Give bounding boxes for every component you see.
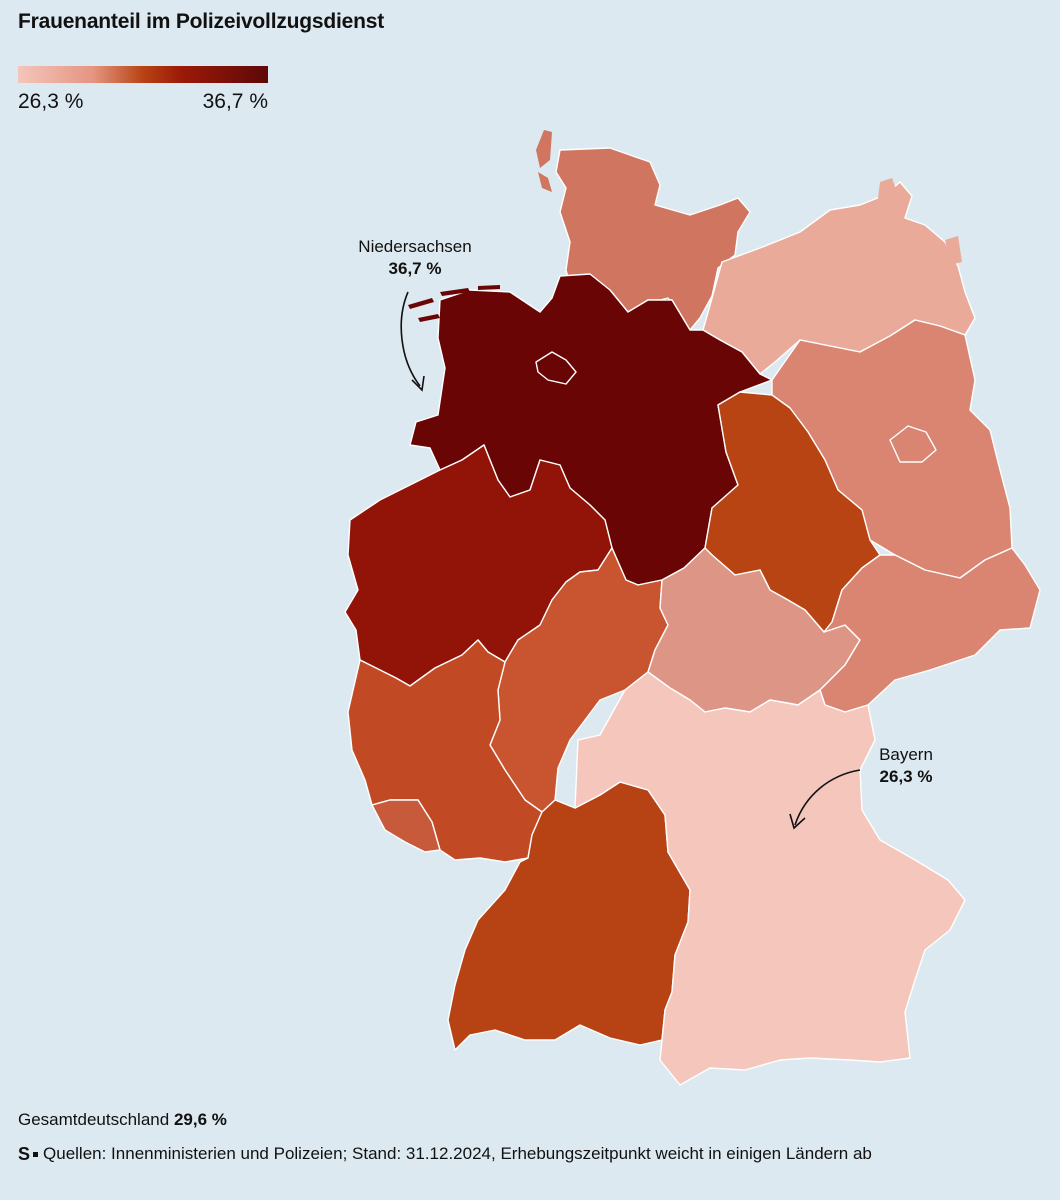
callout-bayern-value: 26,3 % <box>879 767 933 786</box>
baltic-islands <box>878 178 962 265</box>
source-line: S Quellen: Innenministerien und Polizeie… <box>18 1144 872 1164</box>
total-line: Gesamtdeutschland 29,6 % <box>18 1110 227 1130</box>
callout-bayern: Bayern 26,3 % <box>858 744 954 788</box>
logo-dot-icon <box>33 1151 39 1157</box>
map-title: Frauenanteil im Polizeivollzugsdienst <box>18 10 385 33</box>
legend-color-bar <box>18 66 268 83</box>
total-value: 29,6 % <box>173 1110 227 1129</box>
total-label: Gesamtdeutschland <box>18 1110 170 1129</box>
state-bremen[interactable] <box>535 351 577 385</box>
north-frisian-islands <box>536 130 552 192</box>
state-saarland[interactable] <box>371 799 441 853</box>
callout-niedersachsen: Niedersachsen 36,7 % <box>340 236 490 280</box>
arrowhead-bayern <box>789 813 806 830</box>
callout-niedersachsen-name: Niedersachsen <box>358 237 472 256</box>
legend-max-label: 36,7 % <box>202 90 268 113</box>
arrow-bayern <box>794 769 861 826</box>
callout-niedersachsen-value: 36,7 % <box>388 259 442 278</box>
callout-bayern-name: Bayern <box>879 745 933 764</box>
state-schleswig-holstein[interactable] <box>555 147 751 331</box>
legend-min-label: 26,3 % <box>18 90 84 113</box>
arrow-niedersachsen <box>400 291 421 387</box>
state-bayern[interactable] <box>574 671 966 1086</box>
frisian-islands <box>408 285 500 322</box>
source-text: Quellen: Innenministerien und Polizeien;… <box>43 1144 872 1163</box>
arrowhead-niedersachsen <box>411 375 425 392</box>
publisher-logo-icon: S <box>18 1144 31 1164</box>
state-berlin[interactable] <box>889 425 937 463</box>
